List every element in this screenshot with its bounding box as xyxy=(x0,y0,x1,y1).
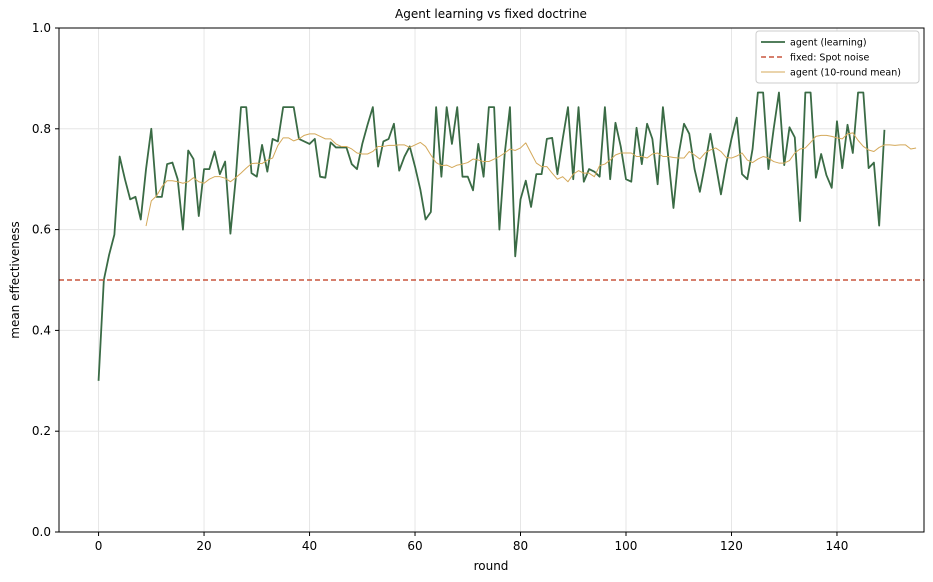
y-tick-label: 0.4 xyxy=(32,323,51,337)
series-layer xyxy=(59,91,924,381)
series-line-2 xyxy=(145,132,917,227)
legend-label-0: agent (learning) xyxy=(790,38,867,49)
y-tick-label: 0.8 xyxy=(32,122,51,136)
x-axis-title: round xyxy=(474,559,509,573)
legend-label-2: agent (10-round mean) xyxy=(790,68,901,79)
x-tick-label: 20 xyxy=(196,539,211,553)
legend-label-1: fixed: Spot noise xyxy=(790,53,869,64)
series-line-0 xyxy=(97,91,886,381)
plot-frame xyxy=(58,27,925,533)
legend-box xyxy=(755,30,920,84)
y-tick-label: 0.0 xyxy=(32,525,51,539)
y-tick-label: 0.2 xyxy=(32,424,51,438)
legend: agent (learning) fixed: Spot noise agent (… xyxy=(755,30,920,84)
y-axis-title: mean effectiveness xyxy=(8,221,22,339)
x-tick-label: 60 xyxy=(407,539,422,553)
x-axis: 0 20 40 60 80 100 120 140 xyxy=(95,532,849,553)
x-tick-label: 0 xyxy=(95,539,103,553)
x-tick-label: 100 xyxy=(615,539,638,553)
x-tick-label: 80 xyxy=(513,539,528,553)
y-tick-label: 1.0 xyxy=(32,21,51,35)
y-tick-label: 0.6 xyxy=(32,223,51,237)
chart-title: Agent learning vs fixed doctrine xyxy=(395,7,587,21)
y-axis: 0.0 0.2 0.4 0.6 0.8 1.0 xyxy=(32,21,59,539)
x-tick-label: 120 xyxy=(720,539,743,553)
x-tick-label: 140 xyxy=(826,539,849,553)
x-tick-label: 40 xyxy=(302,539,317,553)
